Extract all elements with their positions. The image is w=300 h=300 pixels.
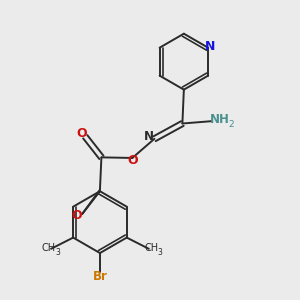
Text: Br: Br [92, 270, 107, 284]
Text: 2: 2 [228, 120, 234, 129]
Text: CH: CH [42, 243, 56, 253]
Text: O: O [76, 127, 87, 140]
Text: O: O [72, 209, 82, 222]
Text: CH: CH [144, 243, 158, 253]
Text: N: N [205, 40, 216, 53]
Text: O: O [127, 154, 138, 167]
Text: 3: 3 [158, 248, 162, 257]
Text: 3: 3 [55, 248, 60, 257]
Text: NH: NH [210, 113, 230, 126]
Text: N: N [144, 130, 154, 143]
